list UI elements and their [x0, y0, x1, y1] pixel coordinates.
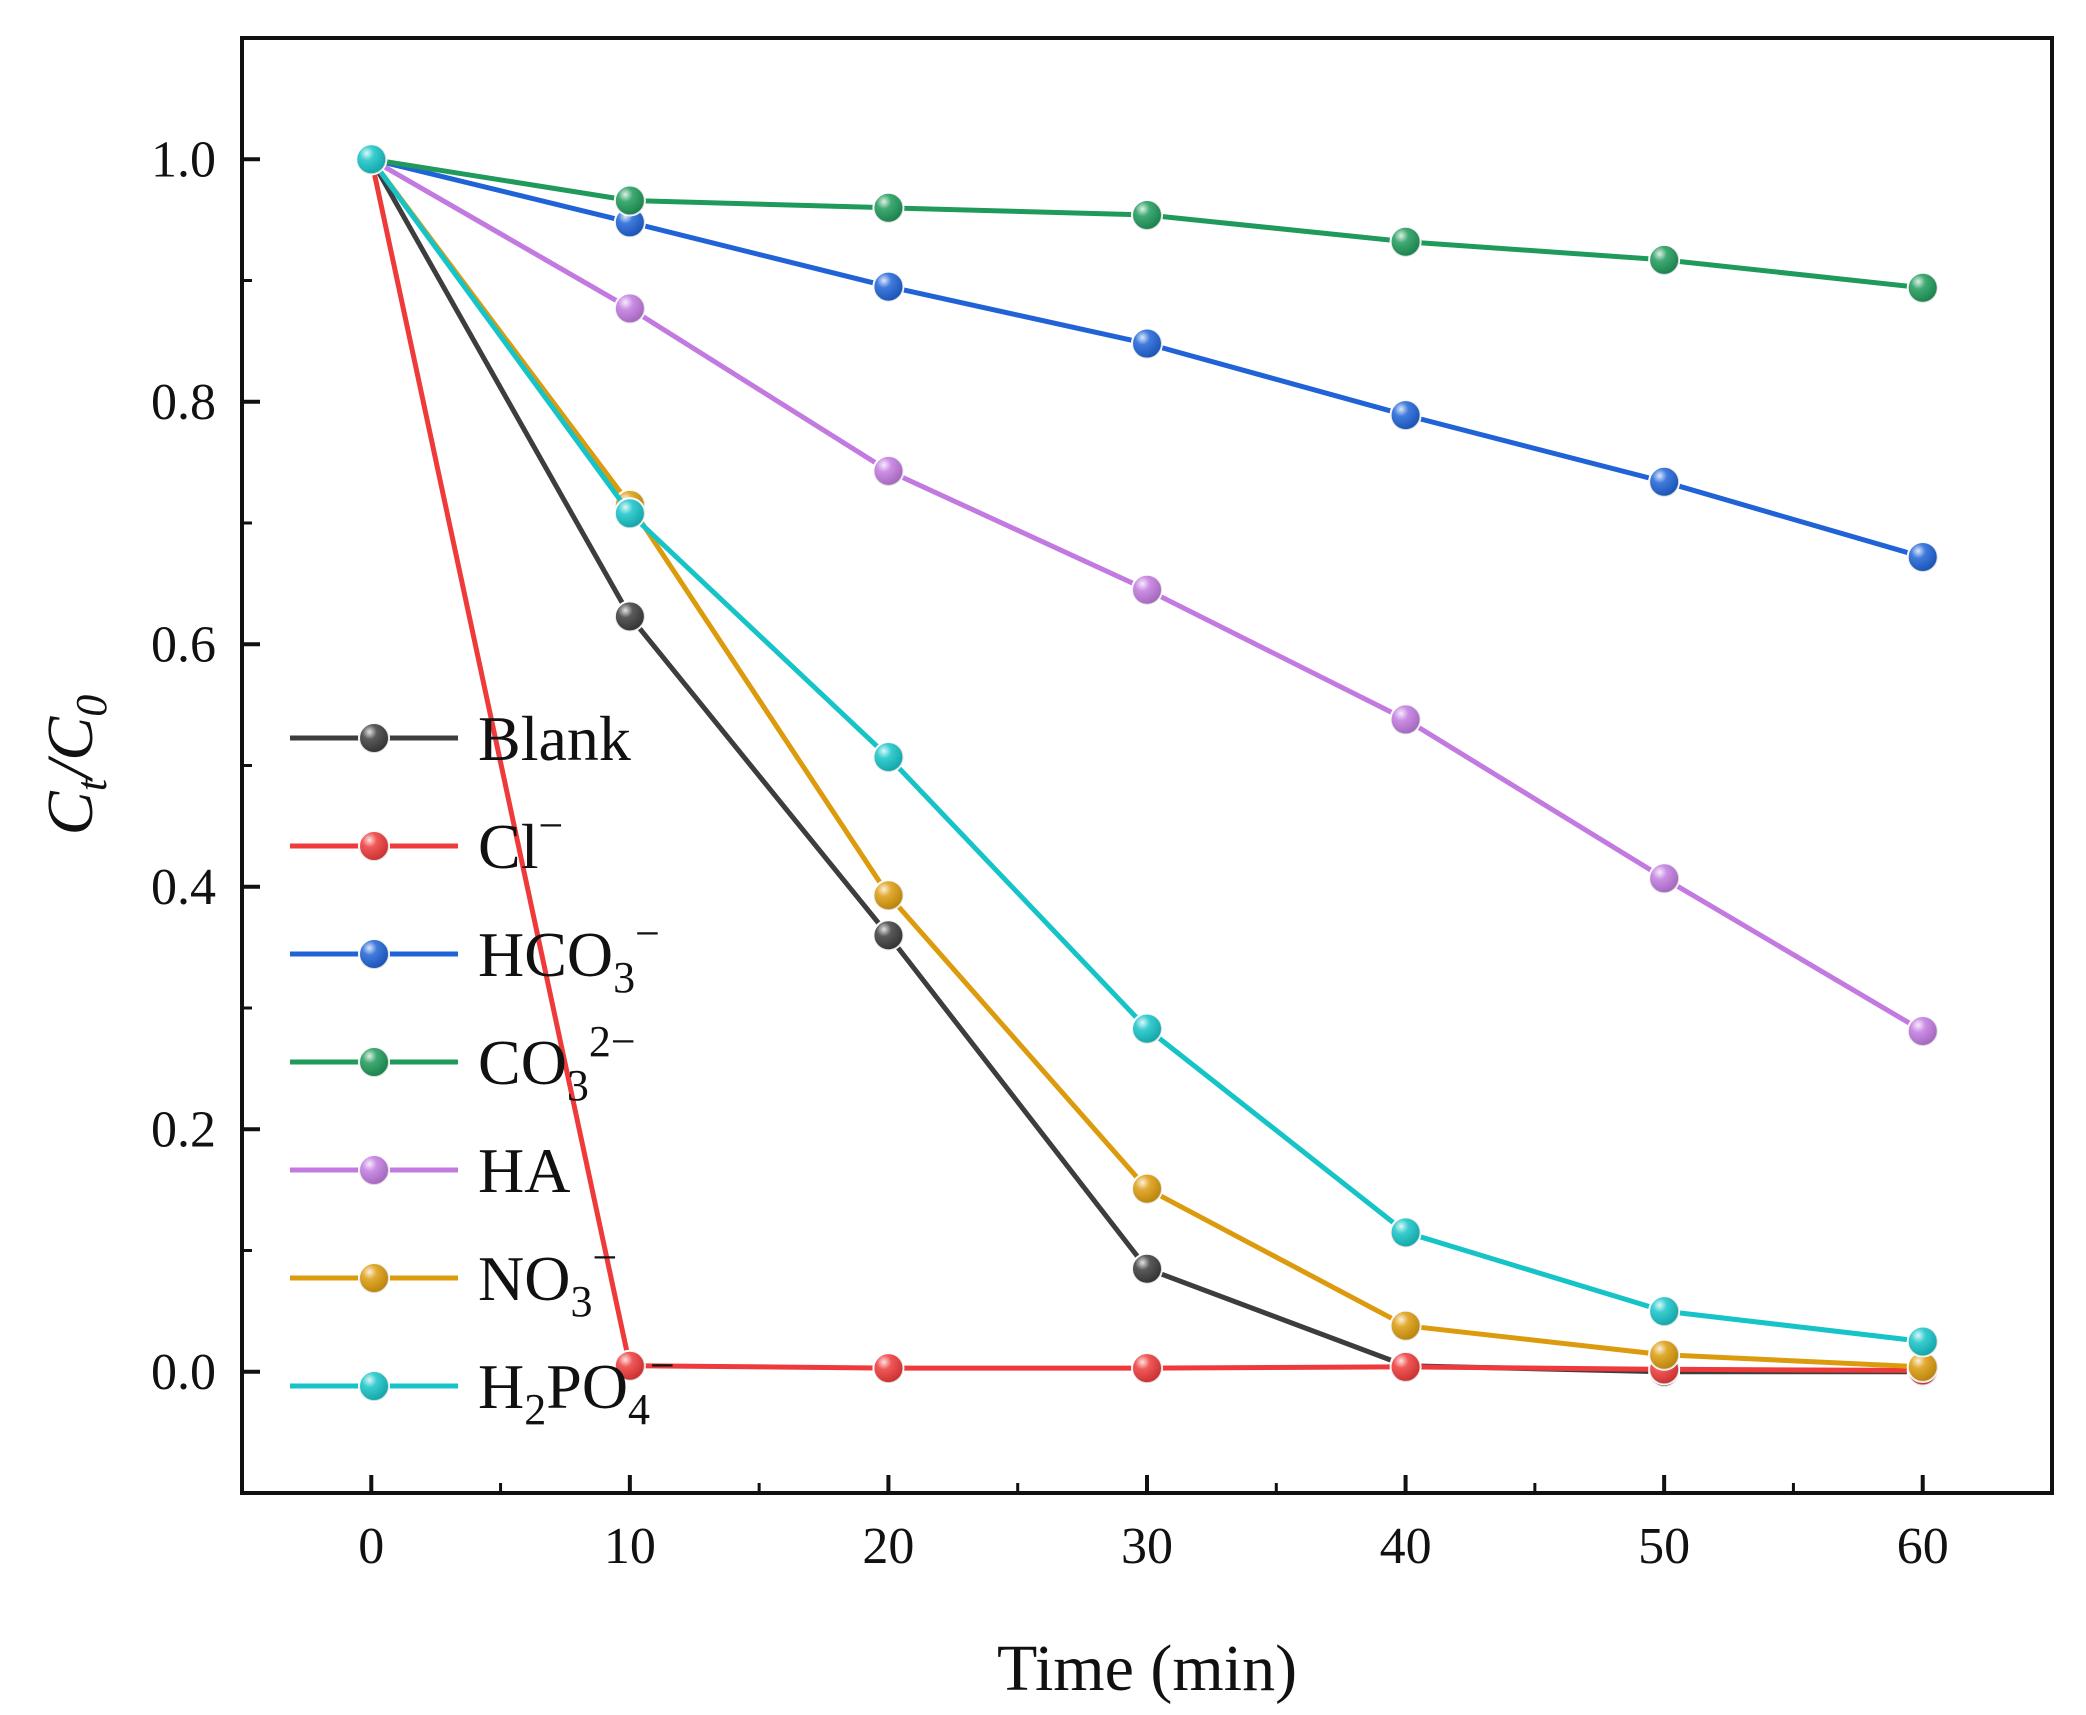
- legend-label: H2PO4−: [478, 1341, 675, 1434]
- ticks-layer: 0 10 20 30 40 50 60 0.0 0.2 0.4 0.6 0.8 1.0: [151, 131, 1949, 1575]
- data-point-shine: [614, 207, 645, 238]
- data-point-shine: [1649, 1296, 1680, 1327]
- data-point-shine: [1907, 1016, 1938, 1047]
- x-axis-title: Time (min): [997, 1632, 1297, 1705]
- data-point-shine: [1132, 1253, 1162, 1284]
- legend-label: HA: [478, 1135, 570, 1206]
- data-point-shine: [1132, 1013, 1162, 1044]
- legend-item-co3: CO32−: [290, 1017, 636, 1110]
- data-point-shine: [1390, 704, 1421, 735]
- data-point-shine: [1907, 1326, 1938, 1357]
- data-point-shine: [614, 1350, 645, 1381]
- x-tick-label: 60: [1897, 1518, 1949, 1575]
- data-point-shine: [873, 920, 904, 951]
- legend-marker-shine: [359, 723, 389, 753]
- data-point-shine: [1649, 1339, 1680, 1370]
- data-point-shine: [1907, 1351, 1938, 1382]
- data-point-shine: [614, 185, 645, 216]
- legend-marker-shine: [359, 831, 389, 861]
- legend-label: HCO3−: [478, 909, 660, 1002]
- data-point-shine: [1132, 200, 1162, 231]
- y-tick-label: 1.0: [151, 131, 216, 188]
- data-point-shine: [1390, 1217, 1421, 1248]
- data-point-shine: [614, 498, 645, 529]
- data-point-shine: [1132, 574, 1162, 605]
- legend: Blank Cl− HCO3− CO32− HA NO3− H2PO4−: [290, 703, 675, 1434]
- data-point-shine: [1390, 400, 1421, 431]
- legend-item-ha: HA: [290, 1135, 570, 1206]
- series-layer: [355, 143, 1939, 1388]
- legend-item-h2po4: H2PO4−: [290, 1341, 675, 1434]
- x-tick-label: 40: [1380, 1518, 1432, 1575]
- x-tick-label: 20: [862, 1518, 914, 1575]
- data-point-shine: [1390, 1351, 1421, 1382]
- y-tick-label: 0.4: [151, 859, 216, 916]
- legend-item-hco3: HCO3−: [290, 909, 660, 1002]
- legend-item-no3: NO3−: [290, 1233, 617, 1326]
- data-point-shine: [1132, 328, 1162, 359]
- legend-marker-shine: [359, 1371, 389, 1401]
- data-point-shine: [356, 144, 387, 175]
- data-point-shine: [1390, 226, 1421, 257]
- data-point-shine: [1649, 863, 1680, 894]
- series-h2po4: [355, 143, 1939, 1358]
- legend-label: CO32−: [478, 1017, 636, 1110]
- legend-marker-shine: [359, 939, 389, 969]
- series-co3: [355, 143, 1939, 304]
- y-axis-title: Ct/C0: [34, 695, 116, 836]
- data-point-shine: [1132, 1173, 1162, 1204]
- data-point-shine: [873, 742, 904, 773]
- series-hco3: [355, 143, 1939, 573]
- x-tick-label: 0: [358, 1518, 384, 1575]
- legend-marker-shine: [359, 1155, 389, 1185]
- data-point-shine: [873, 1353, 904, 1384]
- legend-item-blank: Blank: [290, 703, 631, 774]
- data-point-shine: [1132, 1353, 1162, 1384]
- legend-marker-shine: [359, 1263, 389, 1293]
- x-tick-label: 50: [1638, 1518, 1690, 1575]
- legend-label: NO3−: [478, 1233, 617, 1326]
- y-tick-label: 0.0: [151, 1344, 216, 1401]
- data-point-shine: [1907, 272, 1938, 303]
- y-tick-label: 0.8: [151, 374, 216, 431]
- legend-label: Blank: [478, 703, 631, 774]
- x-tick-label: 10: [604, 1518, 656, 1575]
- legend-label: Cl−: [478, 801, 563, 882]
- data-point-shine: [873, 880, 904, 911]
- legend-item-cl: Cl−: [290, 801, 563, 882]
- data-point-shine: [1649, 466, 1680, 497]
- data-point-shine: [873, 271, 904, 302]
- y-tick-label: 0.2: [151, 1101, 216, 1158]
- data-point-shine: [614, 293, 645, 324]
- legend-marker-shine: [359, 1047, 389, 1077]
- data-point-shine: [614, 601, 645, 632]
- series-ha: [355, 143, 1939, 1048]
- data-point-shine: [1390, 1310, 1421, 1341]
- x-tick-label: 30: [1121, 1518, 1173, 1575]
- data-point-shine: [1649, 244, 1680, 275]
- data-point-shine: [873, 455, 904, 486]
- y-tick-label: 0.6: [151, 616, 216, 673]
- data-point-shine: [1907, 541, 1938, 572]
- data-point-shine: [873, 192, 904, 223]
